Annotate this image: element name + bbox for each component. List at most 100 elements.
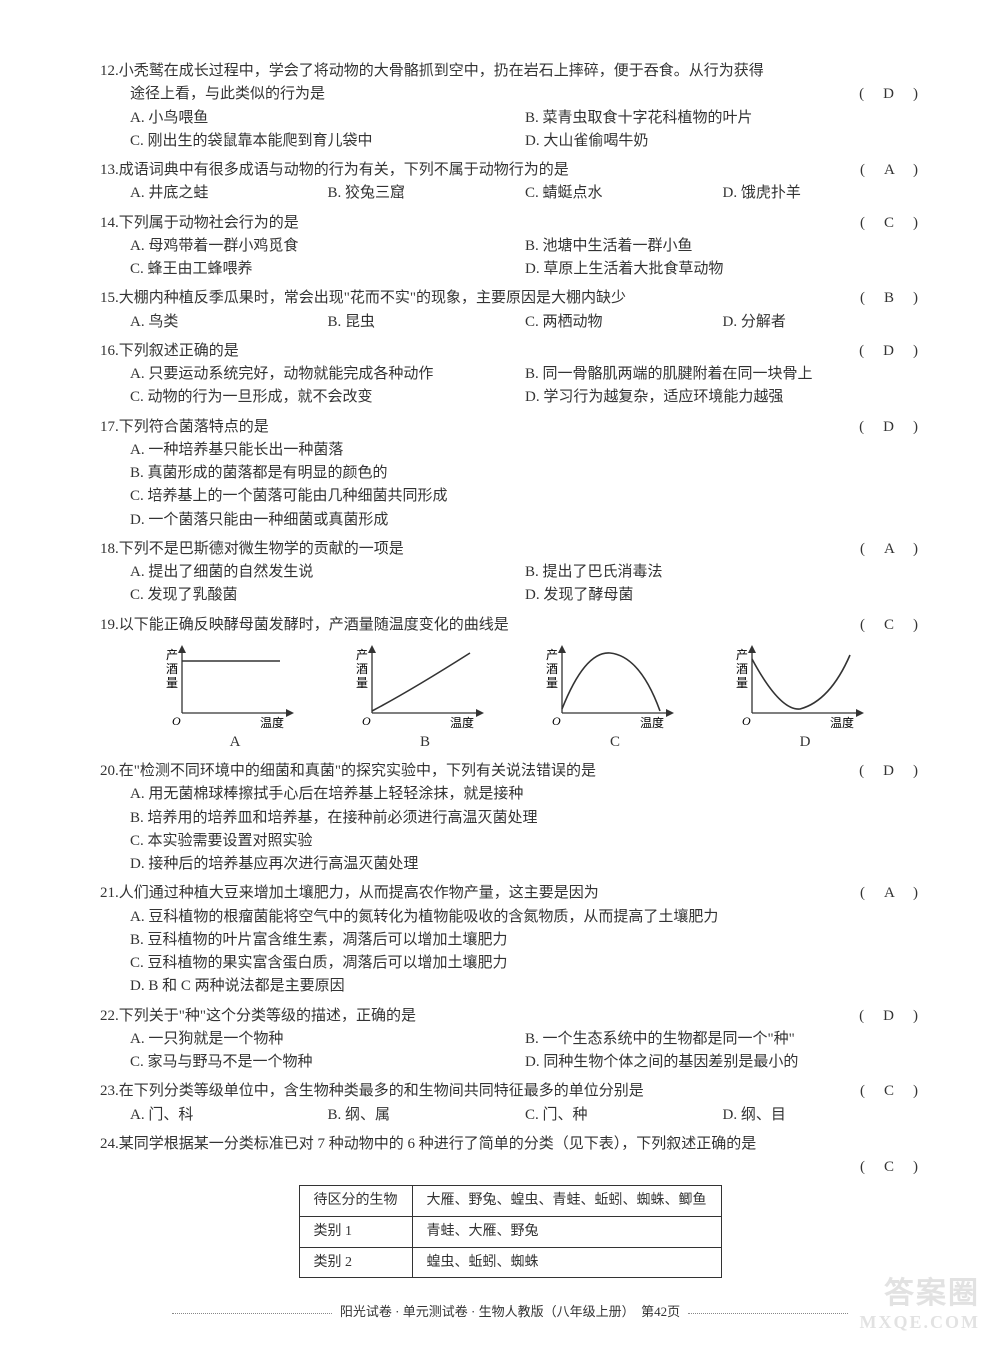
q22-optC: C. 家马与野马不是一个物种 [130, 1051, 525, 1074]
q12-num: 12. [100, 63, 119, 79]
q13-stem1: 成语词典中有很多成语与动物的行为有关，下列不属于动物行为的是 [119, 162, 569, 178]
q14-stem1: 下列属于动物社会行为的是 [119, 215, 299, 231]
q15-stem: 15.大棚内种植反季瓜果时，常会出现"花而不实"的现象，主要原因是大棚内缺少 (… [100, 287, 920, 310]
q12-answer: D [883, 86, 896, 102]
q14-optA: A. 母鸡带着一群小鸡觅食 [130, 235, 525, 258]
q15-opts: A. 鸟类 B. 昆虫 C. 两栖动物 D. 分解者 [100, 311, 920, 334]
q22-answer: D [883, 1008, 896, 1024]
q21-opts: A. 豆科植物的根瘤菌能将空气中的氮转化为植物能吸收的含氮物质，从而提高了土壤肥… [100, 906, 920, 999]
q23-answer: C [884, 1083, 896, 1099]
svg-text:O: O [172, 714, 181, 728]
q24-stem1: 某同学根据某一分类标准已对 7 种动物中的 6 种进行了简单的分类（见下表），下… [119, 1136, 757, 1152]
svg-text:酒: 酒 [166, 662, 178, 676]
exam-page: 12.小秃鹫在成长过程中，学会了将动物的大骨骼抓到空中，扔在岩石上摔碎，便于吞食… [0, 0, 1000, 1362]
q15-optD: D. 分解者 [723, 311, 921, 334]
q13-optA: A. 井底之蛙 [130, 182, 328, 205]
q24-stem-line1: 24.某同学根据某一分类标准已对 7 种动物中的 6 种进行了简单的分类（见下表… [100, 1133, 920, 1156]
question-20: 20.在"检测不同环境中的细菌和真菌"的探究实验中，下列有关说法错误的是 ( D… [100, 760, 920, 876]
q23-opts: A. 门、科 B. 纲、属 C. 门、种 D. 纲、目 [100, 1104, 920, 1127]
question-22: 22.下列关于"种"这个分类等级的描述，正确的是 ( D ) A. 一只狗就是一… [100, 1005, 920, 1075]
q19-graph-C: 产酒量 O 温度 C [540, 641, 690, 754]
q17-optB: B. 真菌形成的菌落都是有明显的颜色的 [130, 462, 920, 485]
q14-optD: D. 草原上生活着大批食草动物 [525, 258, 920, 281]
q23-optC: C. 门、种 [525, 1104, 723, 1127]
q16-stem1: 下列叙述正确的是 [119, 343, 239, 359]
question-19: 19.以下能正确反映酵母菌发酵时，产酒量随温度变化的曲线是 ( C ) 产 酒 … [100, 614, 920, 755]
q22-answer-slot: ( D ) [849, 1005, 920, 1028]
q12-optD: D. 大山雀偷喝牛奶 [525, 130, 920, 153]
question-12: 12.小秃鹫在成长过程中，学会了将动物的大骨骼抓到空中，扔在岩石上摔碎，便于吞食… [100, 60, 920, 153]
q24-r3c1: 类别 2 [299, 1247, 412, 1278]
q12-stem2: 途径上看，与此类似的行为是 [130, 83, 849, 106]
q20-stem: 20.在"检测不同环境中的细菌和真菌"的探究实验中，下列有关说法错误的是 ( D… [100, 760, 920, 783]
q12-stem1: 小秃鹫在成长过程中，学会了将动物的大骨骼抓到空中，扔在岩石上摔碎，便于吞食。从行… [119, 63, 764, 79]
svg-text:产: 产 [736, 648, 748, 662]
page-footer: 阳光试卷 · 单元测试卷 · 生物人教版（八年级上册） 第42页 [100, 1302, 920, 1322]
q18-stem: 18.下列不是巴斯德对微生物学的贡献的一项是 ( A ) [100, 538, 920, 561]
table-row: 待区分的生物 大雁、野兔、蝗虫、青蛙、蚯蚓、蜘蛛、鲫鱼 [299, 1186, 721, 1217]
q24-num: 24. [100, 1136, 119, 1152]
q14-opts-row1: A. 母鸡带着一群小鸡觅食 B. 池塘中生活着一群小鱼 [100, 235, 920, 258]
q16-answer-slot: ( D ) [849, 340, 920, 363]
table-row: 类别 2 蝗虫、蚯蚓、蜘蛛 [299, 1247, 721, 1278]
q13-num: 13. [100, 162, 119, 178]
svg-text:温度: 温度 [830, 715, 854, 729]
q19-label-C: C [540, 731, 690, 754]
q23-optB: B. 纲、属 [328, 1104, 526, 1127]
question-14: 14.下列属于动物社会行为的是 ( C ) A. 母鸡带着一群小鸡觅食 B. 池… [100, 212, 920, 282]
q13-opts: A. 井底之蛙 B. 狡兔三窟 C. 蜻蜓点水 D. 饿虎扑羊 [100, 182, 920, 205]
q18-optD: D. 发现了酵母菌 [525, 584, 920, 607]
q15-optB: B. 昆虫 [328, 311, 526, 334]
q15-answer: B [884, 290, 896, 306]
q18-answer-slot: ( A ) [850, 538, 920, 561]
q17-stem: 17.下列符合菌落特点的是 ( D ) [100, 416, 920, 439]
q17-num: 17. [100, 419, 119, 435]
q17-optA: A. 一种培养基只能长出一种菌落 [130, 439, 920, 462]
q18-optC: C. 发现了乳酸菌 [130, 584, 525, 607]
question-15: 15.大棚内种植反季瓜果时，常会出现"花而不实"的现象，主要原因是大棚内缺少 (… [100, 287, 920, 334]
svg-text:产: 产 [546, 648, 558, 662]
question-23: 23.在下列分类等级单位中，含生物种类最多的和生物间共同特征最多的单位分别是 (… [100, 1080, 920, 1127]
svg-text:温度: 温度 [260, 715, 284, 729]
q22-stem: 22.下列关于"种"这个分类等级的描述，正确的是 ( D ) [100, 1005, 920, 1028]
question-13: 13.成语词典中有很多成语与动物的行为有关，下列不属于动物行为的是 ( A ) … [100, 159, 920, 206]
q21-num: 21. [100, 885, 119, 901]
q13-answer: A [884, 162, 896, 178]
q17-answer: D [883, 419, 896, 435]
q19-stem: 19.以下能正确反映酵母菌发酵时，产酒量随温度变化的曲线是 ( C ) [100, 614, 920, 637]
q24-answer-line: ( C ) [100, 1156, 920, 1179]
q19-label-A: A [160, 731, 310, 754]
q15-stem1: 大棚内种植反季瓜果时，常会出现"花而不实"的现象，主要原因是大棚内缺少 [119, 290, 626, 306]
chart-C-icon: 产酒量 O 温度 [540, 641, 690, 729]
q13-optB: B. 狡兔三窟 [328, 182, 526, 205]
q16-opts-row2: C. 动物的行为一旦形成，就不会改变 D. 学习行为越复杂，适应环境能力越强 [100, 386, 920, 409]
q16-stem: 16.下列叙述正确的是 ( D ) [100, 340, 920, 363]
svg-text:O: O [742, 714, 751, 728]
q18-opts-row2: C. 发现了乳酸菌 D. 发现了酵母菌 [100, 584, 920, 607]
q23-stem1: 在下列分类等级单位中，含生物种类最多的和生物间共同特征最多的单位分别是 [119, 1083, 644, 1099]
svg-text:产: 产 [166, 648, 178, 662]
q17-opts: A. 一种培养基只能长出一种菌落 B. 真菌形成的菌落都是有明显的颜色的 C. … [100, 439, 920, 532]
q17-stem1: 下列符合菌落特点的是 [119, 419, 269, 435]
q12-stem-line2: 途径上看，与此类似的行为是 ( D ) [100, 83, 920, 106]
q12-optB: B. 菜青虫取食十字花科植物的叶片 [525, 107, 920, 130]
svg-text:产: 产 [356, 648, 368, 662]
q13-answer-slot: ( A ) [850, 159, 920, 182]
q24-r1c1: 待区分的生物 [299, 1186, 412, 1217]
q19-num: 19. [100, 617, 119, 633]
svg-text:O: O [552, 714, 561, 728]
q24-r1c2: 大雁、野兔、蝗虫、青蛙、蚯蚓、蜘蛛、鲫鱼 [412, 1186, 721, 1217]
q13-optD: D. 饿虎扑羊 [723, 182, 921, 205]
q17-optC: C. 培养基上的一个菌落可能由几种细菌共同形成 [130, 485, 920, 508]
q17-optD: D. 一个菌落只能由一种细菌或真菌形成 [130, 509, 920, 532]
q21-stem1: 人们通过种植大豆来增加土壤肥力，从而提高农作物产量，这主要是因为 [119, 885, 599, 901]
svg-text:酒: 酒 [356, 662, 368, 676]
q16-optD: D. 学习行为越复杂，适应环境能力越强 [525, 386, 920, 409]
chart-A-icon: 产 酒 量 O 温度 [160, 641, 310, 729]
q19-graphs: 产 酒 量 O 温度 A 产酒量 [100, 637, 920, 754]
q12-stem-line1: 12.小秃鹫在成长过程中，学会了将动物的大骨骼抓到空中，扔在岩石上摔碎，便于吞食… [100, 60, 920, 83]
q19-label-B: B [350, 731, 500, 754]
q24-r3c2: 蝗虫、蚯蚓、蜘蛛 [412, 1247, 721, 1278]
q24-table-wrap: 待区分的生物 大雁、野兔、蝗虫、青蛙、蚯蚓、蜘蛛、鲫鱼 类别 1 青蛙、大雁、野… [100, 1185, 920, 1278]
q20-stem1: 在"检测不同环境中的细菌和真菌"的探究实验中，下列有关说法错误的是 [119, 763, 596, 779]
